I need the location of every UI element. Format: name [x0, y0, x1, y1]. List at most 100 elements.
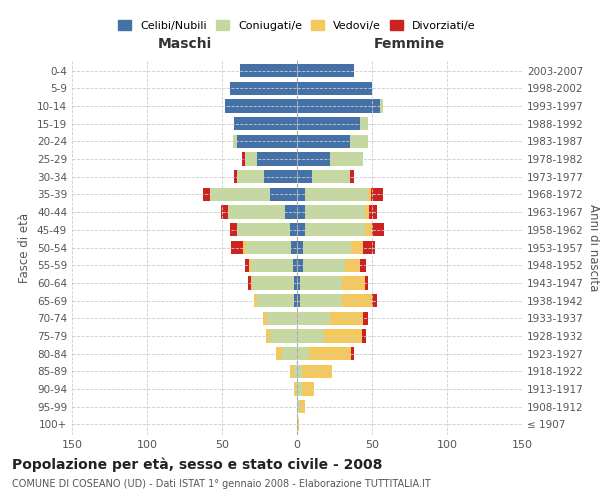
- Bar: [365, 206, 369, 219]
- Bar: [303, 258, 345, 272]
- Bar: [276, 347, 282, 360]
- Bar: [290, 364, 294, 378]
- Bar: [251, 276, 252, 289]
- Bar: [309, 347, 351, 360]
- Bar: [229, 82, 297, 95]
- Bar: [297, 276, 300, 289]
- Bar: [240, 64, 297, 77]
- Bar: [265, 330, 270, 342]
- Bar: [324, 330, 361, 342]
- Bar: [302, 364, 331, 378]
- Bar: [252, 276, 294, 289]
- Bar: [351, 347, 354, 360]
- Bar: [297, 400, 300, 413]
- Bar: [365, 276, 367, 289]
- Bar: [267, 312, 297, 325]
- Bar: [297, 223, 305, 236]
- Bar: [297, 330, 324, 342]
- Bar: [203, 188, 210, 201]
- Bar: [330, 312, 363, 325]
- Bar: [300, 276, 342, 289]
- Bar: [294, 294, 297, 307]
- Bar: [251, 258, 293, 272]
- Bar: [371, 188, 383, 201]
- Bar: [297, 100, 380, 112]
- Bar: [270, 330, 297, 342]
- Bar: [351, 241, 363, 254]
- Bar: [249, 258, 251, 272]
- Bar: [245, 152, 257, 166]
- Bar: [342, 294, 372, 307]
- Bar: [297, 258, 303, 272]
- Bar: [297, 347, 309, 360]
- Bar: [365, 223, 372, 236]
- Bar: [282, 347, 297, 360]
- Bar: [231, 241, 243, 254]
- Bar: [305, 188, 367, 201]
- Bar: [363, 241, 375, 254]
- Bar: [372, 294, 377, 307]
- Bar: [297, 382, 302, 396]
- Bar: [246, 241, 291, 254]
- Legend: Celibi/Nubili, Coniugati/e, Vedovi/e, Divorziati/e: Celibi/Nubili, Coniugati/e, Vedovi/e, Di…: [115, 17, 479, 34]
- Bar: [312, 170, 349, 183]
- Bar: [221, 206, 228, 219]
- Bar: [263, 312, 267, 325]
- Bar: [361, 330, 366, 342]
- Bar: [349, 134, 367, 148]
- Bar: [297, 188, 305, 201]
- Bar: [243, 241, 246, 254]
- Bar: [305, 206, 365, 219]
- Bar: [297, 82, 372, 95]
- Y-axis label: Anni di nascita: Anni di nascita: [587, 204, 600, 291]
- Bar: [241, 152, 245, 166]
- Text: Femmine: Femmine: [374, 37, 445, 51]
- Bar: [245, 258, 249, 272]
- Bar: [225, 100, 297, 112]
- Bar: [349, 170, 354, 183]
- Bar: [297, 134, 349, 148]
- Text: Maschi: Maschi: [157, 37, 212, 51]
- Bar: [264, 170, 297, 183]
- Bar: [248, 276, 251, 289]
- Bar: [297, 294, 300, 307]
- Bar: [297, 152, 330, 166]
- Bar: [380, 100, 383, 112]
- Text: Popolazione per età, sesso e stato civile - 2008: Popolazione per età, sesso e stato civil…: [12, 458, 382, 472]
- Bar: [294, 364, 297, 378]
- Bar: [293, 258, 297, 272]
- Bar: [342, 276, 365, 289]
- Bar: [363, 312, 367, 325]
- Bar: [291, 241, 297, 254]
- Bar: [360, 258, 366, 272]
- Bar: [290, 223, 297, 236]
- Bar: [305, 223, 365, 236]
- Text: COMUNE DI COSEANO (UD) - Dati ISTAT 1° gennaio 2008 - Elaborazione TUTTITALIA.IT: COMUNE DI COSEANO (UD) - Dati ISTAT 1° g…: [12, 479, 431, 489]
- Bar: [303, 241, 351, 254]
- Bar: [210, 188, 270, 201]
- Bar: [345, 258, 360, 272]
- Bar: [372, 223, 384, 236]
- Bar: [234, 117, 297, 130]
- Bar: [300, 294, 342, 307]
- Bar: [237, 134, 297, 148]
- Bar: [254, 294, 257, 307]
- Bar: [237, 223, 290, 236]
- Bar: [297, 117, 360, 130]
- Bar: [297, 364, 302, 378]
- Bar: [367, 188, 371, 201]
- Bar: [296, 382, 297, 396]
- Bar: [300, 400, 305, 413]
- Bar: [270, 188, 297, 201]
- Bar: [297, 418, 299, 431]
- Bar: [237, 170, 264, 183]
- Bar: [285, 206, 297, 219]
- Bar: [302, 382, 314, 396]
- Bar: [257, 152, 297, 166]
- Bar: [257, 294, 294, 307]
- Bar: [297, 241, 303, 254]
- Bar: [233, 134, 237, 148]
- Bar: [369, 206, 377, 219]
- Bar: [294, 276, 297, 289]
- Bar: [330, 152, 363, 166]
